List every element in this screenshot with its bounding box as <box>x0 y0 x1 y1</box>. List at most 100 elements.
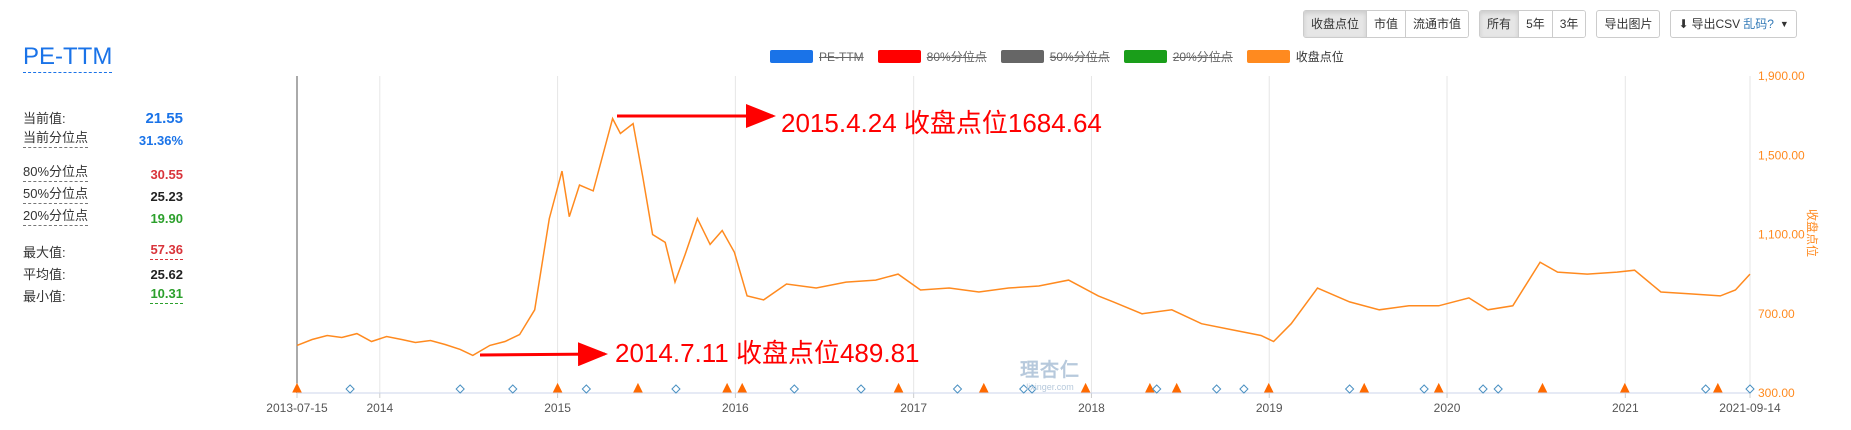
series-line-close-index <box>296 116 1751 357</box>
metric-title[interactable]: PE-TTM <box>23 42 113 73</box>
watermark-sub: lixinger.com <box>1026 382 1074 392</box>
event-marker-diamond <box>1152 384 1162 394</box>
y-tick-label: 700.00 <box>1758 307 1795 321</box>
chart-grid <box>296 76 1751 393</box>
event-marker-triangle <box>1359 382 1370 393</box>
event-marker-diamond <box>345 384 355 394</box>
x-tick-label: 2021-09-14 <box>1719 401 1781 415</box>
stat-current-label: 当前值: <box>23 111 66 126</box>
event-marker-triangle <box>1080 382 1091 393</box>
event-marker-triangle <box>552 382 563 393</box>
legend-item-close-index[interactable]: 收盘点位 <box>1246 48 1344 65</box>
event-marker-triangle <box>1145 382 1155 393</box>
legend-item-p20[interactable]: 20%分位点 <box>1123 48 1233 65</box>
event-marker-diamond <box>581 384 592 394</box>
event-marker-triangle <box>722 382 732 393</box>
legend-item-p80[interactable]: 80%分位点 <box>877 48 987 65</box>
event-marker-triangle <box>737 382 748 393</box>
y-tick-label: 1,500.00 <box>1758 148 1805 162</box>
download-icon: ⬇ <box>1678 17 1689 31</box>
range-all-button[interactable]: 所有 <box>1480 11 1520 37</box>
x-tick-label: 2017 <box>900 401 927 415</box>
stat-p80-label[interactable]: 80%分位点 <box>23 164 89 182</box>
event-marker-diamond <box>952 384 963 394</box>
event-marker-diamond <box>856 384 866 394</box>
event-markers <box>292 382 1755 394</box>
x-tick-label: 2015 <box>544 401 571 415</box>
metric-float-market-cap-button[interactable]: 流通市值 <box>1406 11 1469 37</box>
range-5y-button[interactable]: 5年 <box>1519 11 1553 37</box>
stat-avg-value: 25.62 <box>150 267 183 282</box>
event-marker-diamond <box>455 384 465 394</box>
stat-min: 最小值: 10.31 <box>23 286 183 308</box>
stat-percentile: 当前分位点 31.36% <box>23 130 183 152</box>
stat-max-value[interactable]: 57.36 <box>150 242 183 260</box>
stat-p20: 20%分位点 19.90 <box>23 208 183 230</box>
y-tick-label: 1,900.00 <box>1758 69 1805 83</box>
metric-close-index-button[interactable]: 收盘点位 <box>1304 11 1368 37</box>
stat-current-value: 21.55 <box>145 110 183 127</box>
x-tick-label: 2018 <box>1078 401 1105 415</box>
event-marker-triangle <box>633 382 643 393</box>
annotation-peak: 2015.4.24 收盘点位1684.64 <box>781 108 1102 138</box>
chart-toolbar: 收盘点位 市值 流通市值 所有 5年 3年 导出图片 ⬇ 导出CSV 乱码? ▼ <box>1303 10 1807 38</box>
stat-p20-value: 19.90 <box>150 211 183 226</box>
stat-p20-label[interactable]: 20%分位点 <box>23 208 89 226</box>
stat-p50-label[interactable]: 50%分位点 <box>23 186 89 204</box>
event-marker-triangle <box>1620 382 1630 393</box>
event-marker-diamond <box>1700 384 1711 394</box>
x-tick-label: 2021 <box>1612 401 1639 415</box>
garbled-help-link[interactable]: 乱码? <box>1743 17 1774 31</box>
annotations: 2015.4.24 收盘点位1684.64 2014.7.11 收盘点位489.… <box>479 104 1102 368</box>
export-csv-button[interactable]: ⬇ 导出CSV 乱码? ▼ <box>1670 10 1797 38</box>
stat-avg-label: 平均值: <box>23 267 66 282</box>
legend-label: PE-TTM <box>819 49 864 64</box>
event-marker-diamond <box>789 384 800 394</box>
export-image-button[interactable]: 导出图片 <box>1596 10 1661 38</box>
event-marker-diamond <box>1211 384 1222 394</box>
x-tick-label: 2014 <box>366 401 393 415</box>
x-axis: 2013-07-15 2014 2015 2016 2017 2018 2019 2020 20… <box>266 392 1781 415</box>
event-marker-triangle <box>1263 382 1274 393</box>
legend-label: 收盘点位 <box>1295 50 1344 64</box>
x-tick-label: 2016 <box>722 401 749 415</box>
event-marker-diamond <box>1745 384 1755 394</box>
legend-swatch <box>877 50 921 63</box>
watermark-main: 理杏仁 <box>1020 360 1081 381</box>
event-marker-triangle <box>893 382 904 393</box>
stat-p80-value: 30.55 <box>150 167 183 182</box>
event-marker-diamond <box>671 384 681 394</box>
metric-button-group: 收盘点位 市值 流通市值 <box>1303 10 1470 38</box>
y-tick-label: 300.00 <box>1758 386 1795 400</box>
caret-down-icon[interactable]: ▼ <box>1779 19 1789 29</box>
stat-max: 最大值: 57.36 <box>23 242 183 264</box>
annotation-low: 2014.7.11 收盘点位489.81 <box>615 338 920 368</box>
export-csv-label: 导出CSV <box>1691 17 1741 31</box>
event-marker-diamond <box>1027 384 1037 394</box>
event-marker-diamond <box>1239 384 1249 394</box>
event-marker-triangle <box>292 382 302 393</box>
stat-percentile-label[interactable]: 当前分位点 <box>23 130 89 148</box>
event-marker-triangle <box>1171 382 1182 393</box>
x-tick-label: 2013-07-15 <box>266 401 328 415</box>
legend-item-pe-ttm[interactable]: PE-TTM <box>770 48 864 65</box>
stat-p80: 80%分位点 30.55 <box>23 164 183 186</box>
event-marker-diamond <box>1478 384 1488 394</box>
legend-label: 20%分位点 <box>1172 50 1233 64</box>
y-axis-title: 收盘点位 <box>1805 209 1820 257</box>
event-marker-diamond <box>1344 384 1355 394</box>
watermark-logo: 理杏仁 lixinger.com <box>1020 355 1080 392</box>
stat-min-label: 最小值: <box>23 289 66 304</box>
metric-market-cap-button[interactable]: 市值 <box>1367 11 1407 37</box>
stat-min-value[interactable]: 10.31 <box>150 286 183 304</box>
legend-swatch <box>770 50 813 63</box>
stats-panel: 当前值: 21.55 当前分位点 31.36% 80%分位点 30.55 50%… <box>23 108 183 308</box>
range-3y-button[interactable]: 3年 <box>1552 11 1586 37</box>
x-tick-label: 2019 <box>1256 401 1283 415</box>
event-marker-triangle <box>978 382 989 393</box>
legend-label: 50%分位点 <box>1049 50 1110 64</box>
event-marker-triangle <box>1713 382 1723 393</box>
legend-item-p50[interactable]: 50%分位点 <box>1000 48 1110 65</box>
legend-swatch <box>1123 50 1167 63</box>
